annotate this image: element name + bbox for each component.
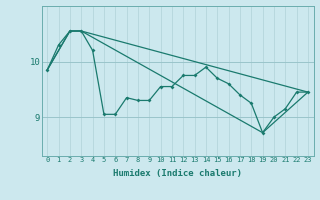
X-axis label: Humidex (Indice chaleur): Humidex (Indice chaleur) <box>113 169 242 178</box>
